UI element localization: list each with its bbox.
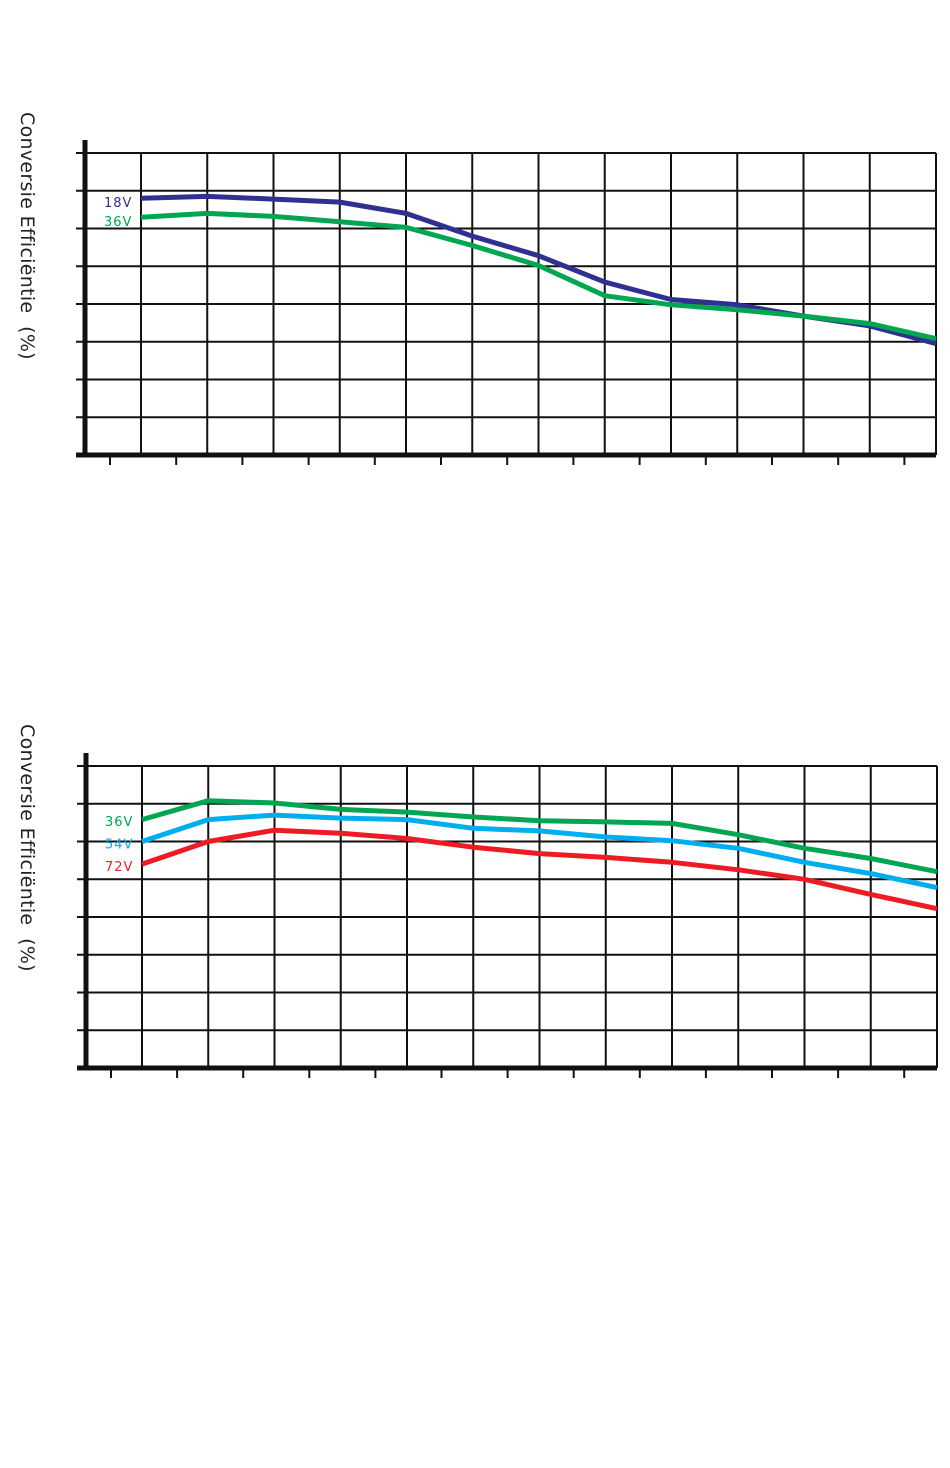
y-axis-label-chart-1: Conversie Efficiëntie (%)	[16, 112, 38, 360]
line-chart-2: 36V 54V 72V	[77, 753, 938, 1078]
series-label-36v: 36V	[105, 815, 133, 830]
series-line-36v	[141, 798, 938, 875]
y-axis-label-chart-2: Conversie Efficiëntie (%)	[16, 724, 38, 972]
series-label-72v: 72V	[105, 860, 133, 875]
series-label-36v: 36V	[104, 215, 132, 230]
series-label-18v: 18V	[104, 196, 132, 211]
series-line-54v	[141, 812, 938, 891]
series-line-72v	[141, 827, 938, 912]
series-label-54v: 54V	[105, 838, 133, 853]
series-line-36v	[140, 210, 937, 342]
